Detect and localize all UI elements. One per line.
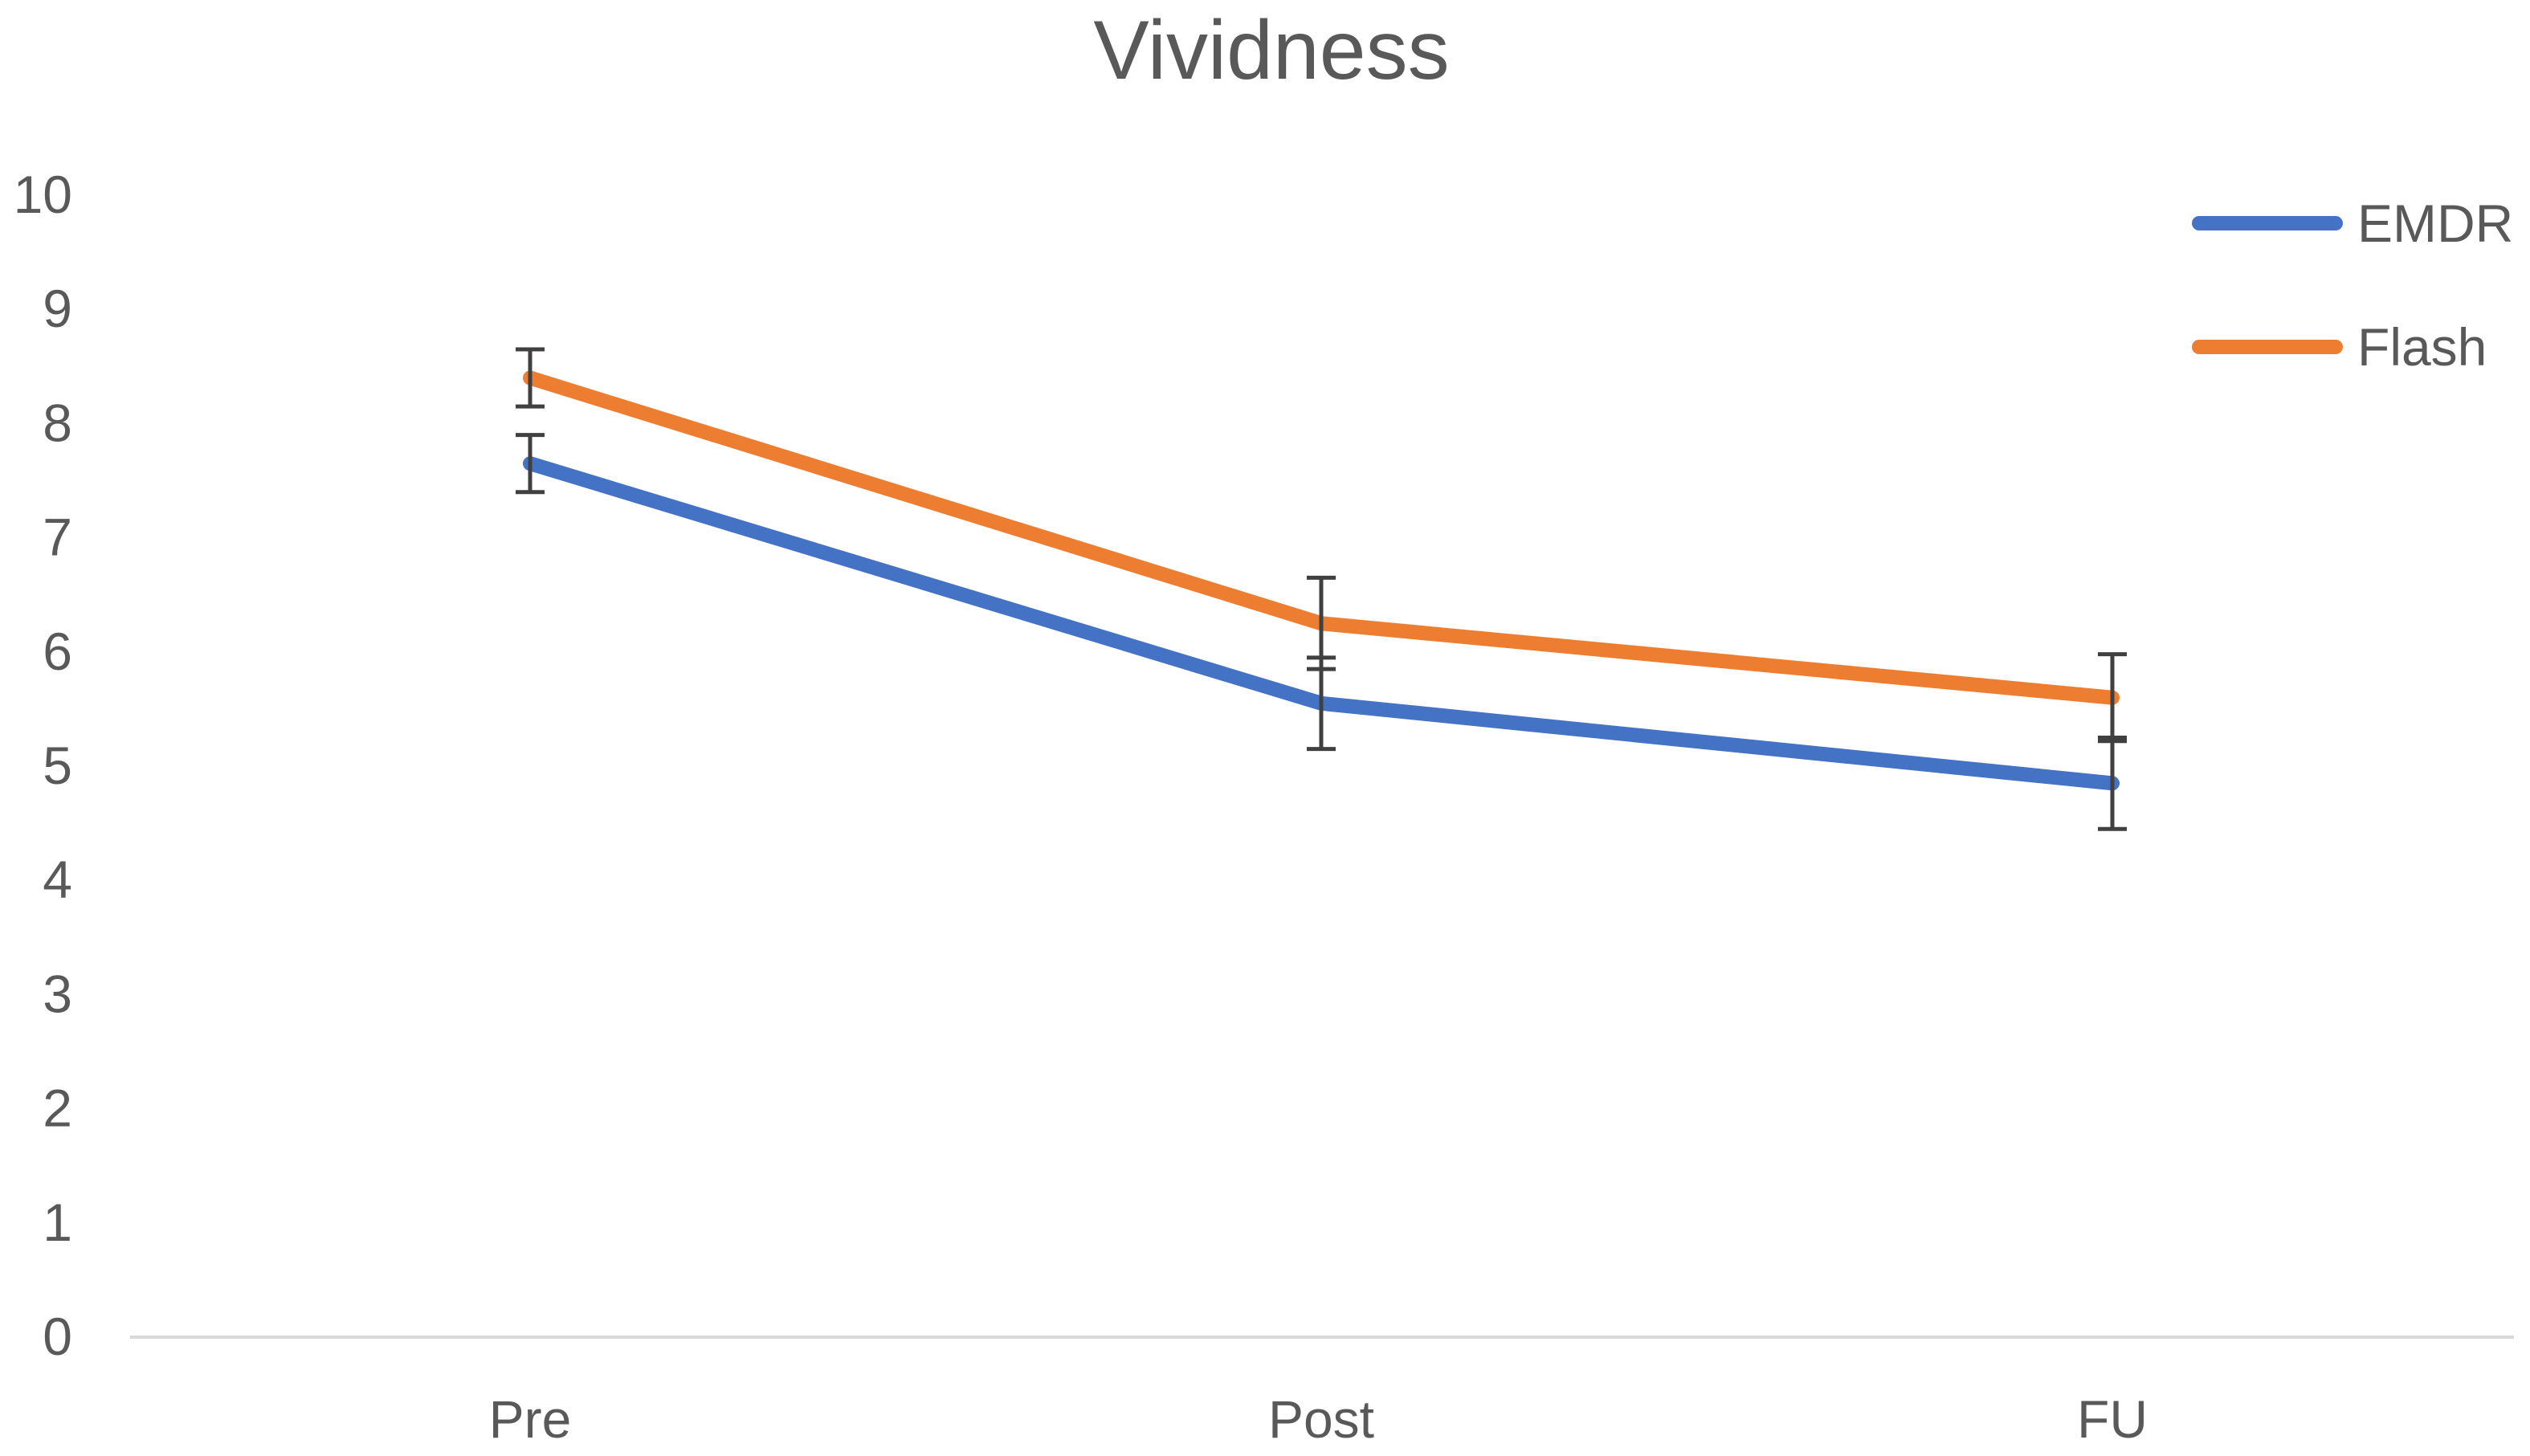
y-tick-label: 4 (43, 850, 72, 909)
legend: EMDR Flash (2192, 194, 2513, 377)
y-tick-label: 9 (43, 279, 72, 338)
series-emdr (516, 433, 2127, 831)
error-bar (2098, 652, 2127, 744)
x-tick-label: Post (1268, 1389, 1374, 1449)
y-tick-label: 1 (43, 1193, 72, 1252)
x-tick-label: FU (2077, 1389, 2148, 1449)
legend-label: EMDR (2357, 194, 2513, 253)
x-axis: Pre Post FU (130, 1336, 2514, 1449)
error-bar (516, 347, 545, 409)
legend-item-emdr: EMDR (2192, 194, 2513, 253)
error-bar (516, 433, 545, 495)
y-tick-label: 10 (14, 165, 72, 224)
y-tick-label: 5 (43, 736, 72, 795)
plot-series (516, 347, 2127, 831)
series-flash (516, 347, 2127, 744)
y-axis: 0 1 2 3 4 5 6 7 8 9 10 (14, 165, 72, 1366)
y-tick-label: 8 (43, 393, 72, 452)
y-tick-label: 6 (43, 622, 72, 681)
x-tick-label: Pre (489, 1389, 572, 1449)
y-tick-label: 2 (43, 1079, 72, 1138)
legend-item-flash: Flash (2192, 317, 2487, 377)
y-tick-label: 0 (43, 1307, 72, 1366)
legend-label: Flash (2357, 317, 2487, 377)
y-tick-label: 7 (43, 508, 72, 567)
y-tick-label: 3 (43, 964, 72, 1023)
chart-title: Vividness (1093, 4, 1449, 97)
error-bar (1307, 575, 1336, 671)
